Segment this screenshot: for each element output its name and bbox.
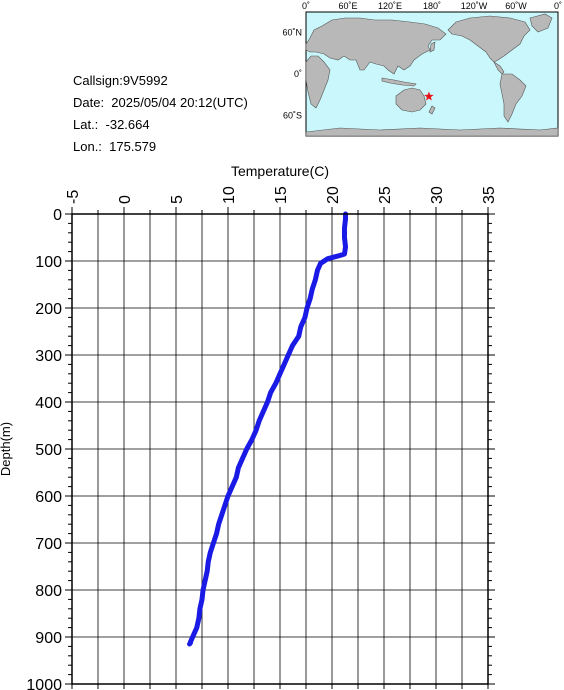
land-south-america [499,73,527,123]
map-lat-label: 60˚S [283,110,302,120]
land-north-america [447,15,531,63]
y-tick-labels: 0 100 200 300 400 500 600 700 800 900 1000 [26,207,62,690]
map-lon-label: 60˚W [505,1,527,11]
x-axis-label: Temperature(C) [231,163,329,179]
map-lon-label: 0˚ [302,1,310,11]
callsign-label: Callsign:9V5992 [73,73,168,88]
land-indonesia [381,77,417,87]
plot-border [71,213,489,685]
y-axis-label: Depth(m) [0,422,13,476]
y-tick-label: 200 [35,301,62,318]
land-japan [429,41,436,53]
map-lat-label: 0˚ [294,69,302,79]
x-tick-label: 35 [481,186,498,204]
land-australia [395,87,427,113]
y-tick-label: 300 [35,348,62,365]
longitude-label: Lon.: 175.579 [73,139,157,154]
land-central-america [493,61,505,75]
date-label: Date: 2025/05/04 20:12(UTC) [73,95,248,110]
x-tick-label: 15 [273,186,290,204]
map-lon-label: 0˚ [554,1,562,11]
map-lat-label: 60˚N [282,28,302,38]
y-tick-label: 1000 [26,677,62,690]
y-tick-label: 900 [35,630,62,647]
land-antarctica [305,127,559,137]
map-lon-label: 60˚E [338,1,357,11]
map-lon-label: 180˚ [423,1,441,11]
y-tick-label: 700 [35,536,62,553]
land-greenland [529,13,553,33]
map-lon-label: 120˚W [461,1,488,11]
y-tick-label: 400 [35,395,62,412]
land-eurasia [305,17,447,75]
x-tick-label: 30 [429,186,446,204]
latitude-label: Lat.: -32.664 [73,117,150,132]
x-tick-label: 20 [325,186,342,204]
x-tick-labels: -5 0 5 10 15 20 25 30 35 [65,186,498,204]
temperature-profile-line [187,211,349,647]
station-star-marker [424,91,434,101]
land-africa [305,55,331,109]
y-tick-label: 100 [35,254,62,271]
land-new-zealand [428,105,436,115]
y-tick-label: 0 [53,207,62,224]
location-map: 0˚ 60˚E 120˚E 180˚ 120˚W 60˚W 0˚ 60˚N 0˚ 60˚S [282,1,562,137]
x-tick-label: 25 [377,186,394,204]
y-tick-label: 800 [35,583,62,600]
y-tick-label: 500 [35,442,62,459]
x-tick-label: 5 [169,195,186,204]
x-tick-label: -5 [65,190,82,204]
map-lon-label: 120˚E [378,1,402,11]
y-tick-label: 600 [35,489,62,506]
map-land [305,13,559,137]
x-tick-label: 0 [117,195,134,204]
series-layer [187,211,349,647]
x-tick-label: 10 [221,186,238,204]
